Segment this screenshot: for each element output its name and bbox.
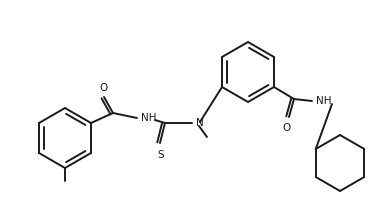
Text: O: O <box>100 83 108 93</box>
Text: NH: NH <box>316 96 332 106</box>
Text: NH: NH <box>141 113 156 123</box>
Text: S: S <box>158 150 164 160</box>
Text: O: O <box>283 123 291 133</box>
Text: N: N <box>196 118 204 128</box>
